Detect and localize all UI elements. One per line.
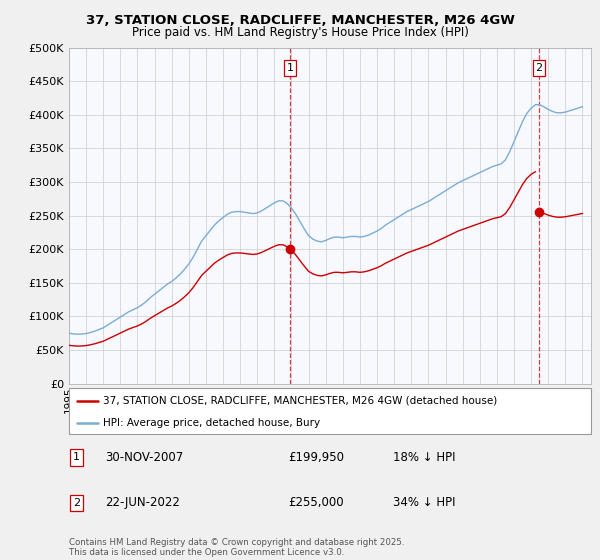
FancyBboxPatch shape (69, 388, 591, 434)
Text: £199,950: £199,950 (288, 451, 344, 464)
Text: Price paid vs. HM Land Registry's House Price Index (HPI): Price paid vs. HM Land Registry's House … (131, 26, 469, 39)
Text: £255,000: £255,000 (288, 496, 344, 510)
Text: 22-JUN-2022: 22-JUN-2022 (106, 496, 181, 510)
Text: HPI: Average price, detached house, Bury: HPI: Average price, detached house, Bury (103, 418, 320, 427)
Text: 2: 2 (73, 498, 80, 508)
Text: 34% ↓ HPI: 34% ↓ HPI (392, 496, 455, 510)
Text: 37, STATION CLOSE, RADCLIFFE, MANCHESTER, M26 4GW: 37, STATION CLOSE, RADCLIFFE, MANCHESTER… (86, 14, 514, 27)
Text: 37, STATION CLOSE, RADCLIFFE, MANCHESTER, M26 4GW (detached house): 37, STATION CLOSE, RADCLIFFE, MANCHESTER… (103, 396, 497, 406)
Text: 2: 2 (536, 63, 543, 73)
Text: Contains HM Land Registry data © Crown copyright and database right 2025.
This d: Contains HM Land Registry data © Crown c… (69, 538, 404, 557)
Text: 1: 1 (73, 452, 80, 463)
Text: 30-NOV-2007: 30-NOV-2007 (106, 451, 184, 464)
Text: 1: 1 (287, 63, 293, 73)
Text: 18% ↓ HPI: 18% ↓ HPI (392, 451, 455, 464)
